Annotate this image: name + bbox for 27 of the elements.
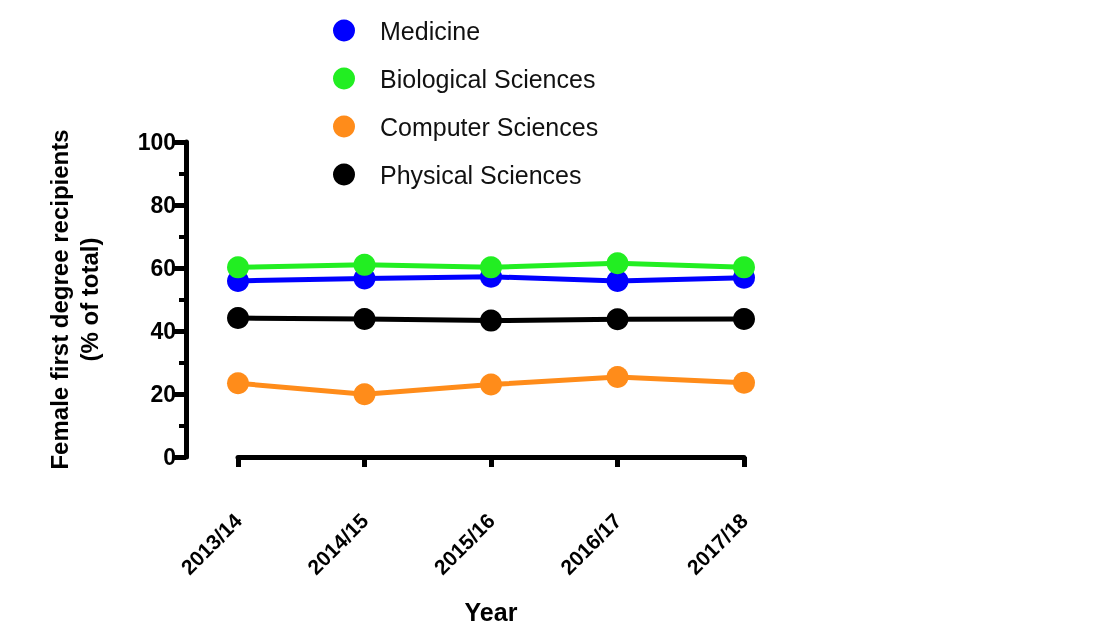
point [480, 256, 502, 279]
y-tick-label: 40 [150, 318, 176, 344]
y-tick-label: 100 [137, 129, 176, 155]
x-axis-title: Year [464, 597, 518, 626]
legend-label: Medicine [380, 16, 481, 45]
point [353, 383, 376, 406]
point [606, 252, 629, 275]
point [353, 308, 376, 331]
point [733, 371, 755, 394]
point [227, 307, 249, 330]
legend-label: Physical Sciences [380, 160, 582, 189]
point [606, 366, 629, 388]
legend-label: Biological Sciences [380, 64, 596, 93]
point [733, 256, 755, 279]
point [353, 253, 376, 276]
point [227, 256, 249, 279]
y-tick-label: 0 [163, 444, 176, 470]
point [606, 308, 629, 331]
y-tick-label: 60 [150, 255, 176, 281]
legend-label: Computer Sciences [380, 112, 599, 141]
point [733, 308, 755, 331]
y-tick-label: 20 [150, 381, 176, 407]
y-tick-label: 80 [150, 192, 176, 218]
point [480, 373, 502, 396]
y-axis-title: Female first degree recipients (% of total) [45, 129, 103, 470]
point [480, 309, 502, 332]
point [227, 372, 249, 395]
